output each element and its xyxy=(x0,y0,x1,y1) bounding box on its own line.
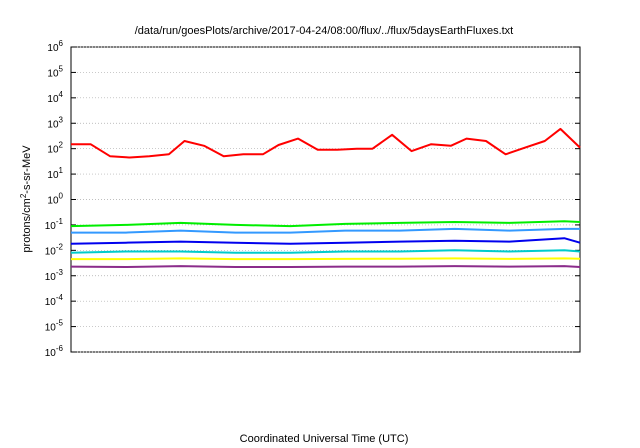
y-tick-label: 10-3 xyxy=(45,268,64,283)
series-line-3 xyxy=(70,237,581,245)
y-tick-label: 102 xyxy=(47,141,63,156)
y-tick-base: 10 xyxy=(45,272,57,283)
y-tick-base: 10 xyxy=(45,246,57,257)
y-tick-exponent: 1 xyxy=(59,166,64,175)
y-tick-exponent: 6 xyxy=(59,39,64,48)
grid xyxy=(71,46,580,353)
series-line-4 xyxy=(70,249,581,254)
y-tick-exponent: -5 xyxy=(56,319,64,328)
y-tick-base: 10 xyxy=(47,43,59,54)
y-tick-exponent: -2 xyxy=(56,242,64,251)
y-tick-label: 101 xyxy=(47,166,63,181)
y-tick-label: 103 xyxy=(47,115,63,130)
y-tick-base: 10 xyxy=(47,196,59,207)
y-tick-exponent: -6 xyxy=(56,344,64,353)
y-axis-ticks: 10-610-510-410-310-210-11001011021031041… xyxy=(45,39,580,359)
y-tick-exponent: -1 xyxy=(56,217,64,226)
y-tick-exponent: 3 xyxy=(59,115,64,124)
series-line-6 xyxy=(70,265,581,268)
chart-title: /data/run/goesPlots/archive/2017-04-24/0… xyxy=(135,25,514,37)
y-tick-label: 10-5 xyxy=(45,319,64,334)
y-axis-label-rest: -s-sr-MeV xyxy=(21,145,33,194)
y-tick-base: 10 xyxy=(47,145,59,156)
series-line-0 xyxy=(71,127,581,159)
y-tick-exponent: -4 xyxy=(56,293,64,302)
y-tick-exponent: 5 xyxy=(59,64,64,73)
y-tick-exponent: 2 xyxy=(59,141,64,150)
y-tick-label: 10-1 xyxy=(45,217,64,232)
y-tick-label: 106 xyxy=(47,39,63,54)
y-tick-label: 10-6 xyxy=(45,344,64,359)
y-tick-label: 100 xyxy=(47,192,63,207)
series-line-5 xyxy=(71,257,581,261)
x-axis-label: Coordinated Universal Time (UTC) xyxy=(240,433,409,445)
y-tick-base: 10 xyxy=(47,68,59,79)
y-axis-label-exponent: 2 xyxy=(19,193,28,198)
series-line-1 xyxy=(70,220,581,228)
series-line-2 xyxy=(71,227,580,234)
y-tick-exponent: -3 xyxy=(56,268,64,277)
y-tick-base: 10 xyxy=(47,119,59,130)
y-tick-base: 10 xyxy=(45,221,57,232)
y-tick-base: 10 xyxy=(45,348,57,359)
y-tick-base: 10 xyxy=(45,323,57,334)
y-axis-label: protons/cm2-s-sr-MeV xyxy=(19,145,33,253)
y-tick-label: 104 xyxy=(47,90,63,105)
y-tick-base: 10 xyxy=(47,94,59,105)
y-tick-base: 10 xyxy=(47,170,59,181)
y-tick-label: 10-4 xyxy=(45,293,64,308)
y-tick-label: 10-2 xyxy=(45,242,64,257)
y-tick-exponent: 4 xyxy=(59,90,64,99)
y-tick-label: 105 xyxy=(47,64,63,79)
y-axis-label-unit: protons/cm xyxy=(21,198,33,252)
y-tick-exponent: 0 xyxy=(59,192,64,201)
series-group xyxy=(70,127,581,268)
y-tick-base: 10 xyxy=(45,297,57,308)
